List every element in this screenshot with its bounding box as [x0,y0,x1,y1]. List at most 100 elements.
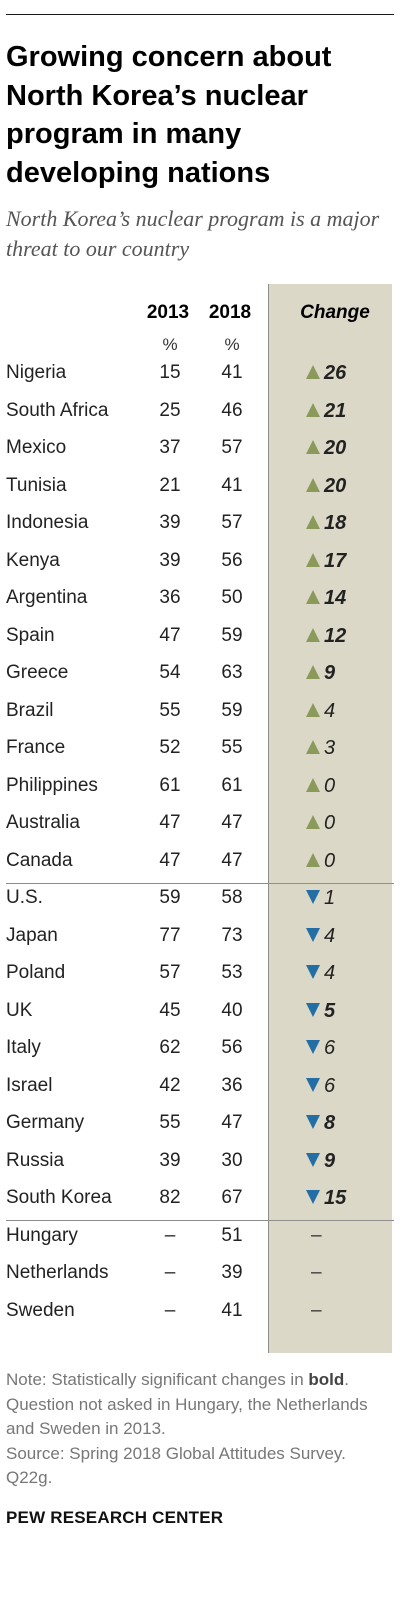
value-2018: 55 [221,737,243,758]
triangle-up-icon [306,778,320,792]
change-value: 4 [324,962,336,984]
value-2013: 45 [159,1000,181,1021]
country-label: Indonesia [6,512,89,533]
triangle-up-icon [306,815,320,829]
table-row: Sweden – 41 – [0,1294,400,1331]
change-cell: 4 [305,699,385,725]
country-label: UK [6,1000,33,1021]
value-2018: 73 [221,925,243,946]
value-2013: 54 [159,662,181,683]
value-2018: 56 [221,1037,243,1058]
change-value: 6 [324,1075,336,1097]
change-value: 15 [324,1187,347,1209]
country-label: Hungary [6,1225,78,1246]
triangle-down-icon [306,928,320,942]
change-cell: 18 [305,511,385,537]
table-row: Brazil 55 59 4 [0,694,400,731]
change-value: 0 [324,850,336,872]
header-change: Change [300,302,370,323]
chart-title: Growing concern about North Korea’s nucl… [6,41,332,189]
triangle-up-icon [306,628,320,642]
country-label: Poland [6,962,66,983]
country-label: Russia [6,1150,65,1171]
value-2013: 42 [159,1075,181,1096]
value-2018: 58 [221,887,243,908]
change-cell: 12 [305,624,385,650]
change-cell: 9 [305,661,385,687]
change-value: 20 [324,437,347,459]
change-not-available: – [311,1262,322,1283]
value-2018: 47 [221,850,243,871]
country-label: Sweden [6,1300,75,1321]
table-row: Poland 57 53 4 [0,956,400,993]
country-label: Italy [6,1037,41,1058]
table-row: Kenya 39 56 17 [0,544,400,581]
value-2018: 47 [221,1112,243,1133]
change-cell: 0 [305,849,385,875]
change-cell: 20 [305,474,385,500]
table-row: Argentina 36 50 14 [0,581,400,618]
change-cell: – [305,1261,385,1287]
triangle-down-icon [306,1190,320,1204]
triangle-down-icon [306,1078,320,1092]
change-value: 20 [324,475,347,497]
value-2013: 62 [159,1037,181,1058]
change-cell: 17 [305,549,385,575]
change-not-available: – [311,1225,322,1246]
triangle-up-icon [306,553,320,567]
table-row: Australia 47 47 0 [0,806,400,843]
table-row: Philippines 61 61 0 [0,769,400,806]
table-row: Italy 62 56 6 [0,1031,400,1068]
change-cell: 6 [305,1074,385,1100]
change-value: 5 [324,1000,336,1022]
table-row: Mexico 37 57 20 [0,431,400,468]
table-row: Canada 47 47 0 [0,844,400,881]
country-label: South Africa [6,400,109,421]
change-value: 3 [324,737,336,759]
value-2013: 47 [159,812,181,833]
change-column-divider [268,284,269,1353]
value-2013: – [164,1225,176,1246]
value-2018: 39 [221,1262,243,1283]
country-label: Mexico [6,437,67,458]
change-value: 26 [324,362,347,384]
change-cell: 14 [305,586,385,612]
pew-research-center-logo: PEW RESEARCH CENTER [6,1508,224,1527]
country-label: U.S. [6,887,43,908]
chart-subtitle: North Korea’s nuclear program is a major… [6,206,380,261]
value-2018: 67 [221,1187,243,1208]
value-2018: 41 [221,475,243,496]
country-label: Nigeria [6,362,67,383]
triangle-up-icon [306,478,320,492]
change-cell: – [305,1299,385,1325]
change-cell: 4 [305,924,385,950]
country-label: Israel [6,1075,53,1096]
group-separator-decrease-notasked [6,1220,394,1221]
change-cell: 1 [305,886,385,912]
value-2013: 36 [159,587,181,608]
change-value: 6 [324,1037,336,1059]
table-row: Tunisia 21 41 20 [0,469,400,506]
change-value: 1 [324,887,336,909]
triangle-down-icon [306,890,320,904]
value-2018: 61 [221,775,243,796]
table-row: Indonesia 39 57 18 [0,506,400,543]
value-2018: 51 [221,1225,243,1246]
percent-label-2013: % [162,335,178,354]
table-row: Israel 42 36 6 [0,1069,400,1106]
change-cell: 15 [305,1186,385,1212]
change-not-available: – [311,1300,322,1321]
country-label: France [6,737,66,758]
triangle-up-icon [306,590,320,604]
change-value: 12 [324,625,347,647]
country-label: Australia [6,812,80,833]
triangle-up-icon [306,740,320,754]
change-value: 4 [324,925,336,947]
country-label: Germany [6,1112,85,1133]
change-value: 0 [324,775,336,797]
value-2013: – [164,1300,176,1321]
group-separator-increase-decrease [6,883,394,884]
table-row: South Africa 25 46 21 [0,394,400,431]
triangle-up-icon [306,440,320,454]
value-2018: 36 [221,1075,243,1096]
